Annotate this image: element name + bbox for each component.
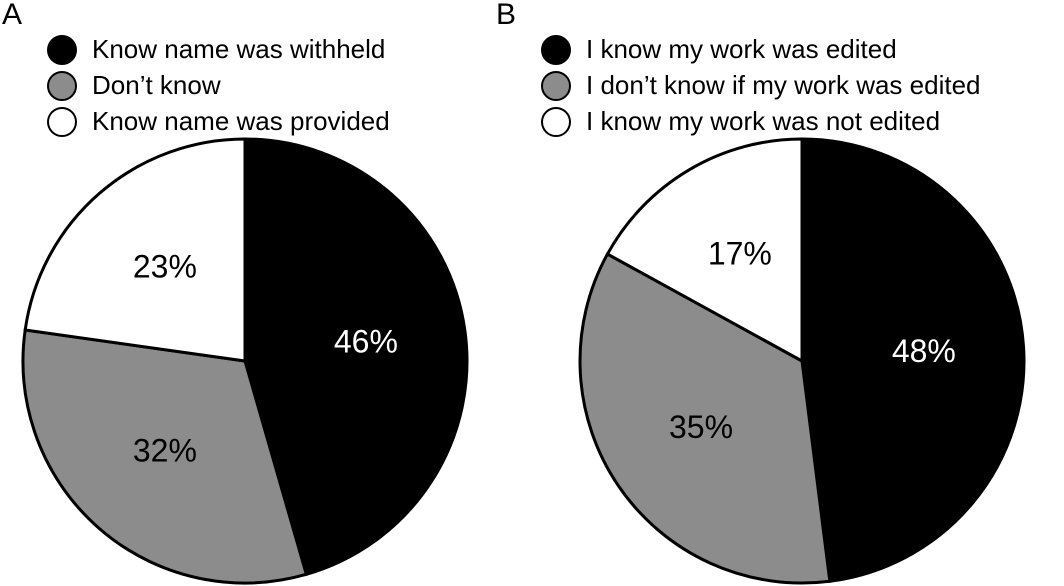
legend-marker [541,35,571,65]
panel-label: B [496,0,516,31]
legend-marker [47,107,77,137]
legend-label: Know name was provided [92,106,390,136]
legend-label: I know my work was edited [586,34,897,64]
value-label: 48% [892,333,956,369]
legend-marker [541,107,571,137]
pie-slice [800,137,1026,583]
legend-label: Know name was withheld [92,34,385,64]
legend-marker [47,35,77,65]
value-label: 17% [708,235,772,271]
panel-label: A [2,0,22,31]
pie-slice [23,137,247,363]
legend-label: I know my work was not edited [586,106,940,136]
pie-slice [243,137,469,577]
legend-label: I don’t know if my work was edited [586,70,981,100]
legend-marker [541,71,571,101]
pie-slice [605,137,804,364]
value-label: 46% [334,323,398,359]
legend-label: Don’t know [92,70,221,100]
pie-slice [21,328,309,585]
value-label: 23% [133,248,197,284]
legend-marker [47,71,77,101]
pie-slice [578,252,832,585]
value-label: 32% [133,433,197,469]
value-label: 35% [669,409,733,445]
